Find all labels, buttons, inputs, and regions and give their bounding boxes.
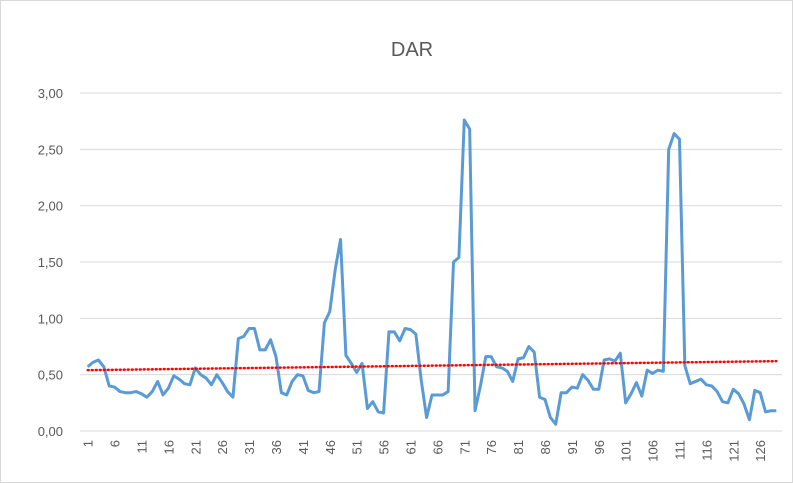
y-tick-label: 0,00 (38, 424, 63, 439)
chart-title: DAR (391, 39, 433, 61)
y-tick-label: 2,00 (38, 199, 63, 214)
y-tick-label: 1,00 (38, 311, 63, 326)
y-tick-label: 3,00 (38, 86, 63, 101)
x-tick-label: 51 (350, 440, 365, 454)
trendline (86, 359, 778, 372)
x-tick-label: 121 (726, 440, 741, 462)
x-tick-label: 91 (565, 440, 580, 454)
x-tick-label: 6 (108, 440, 123, 447)
y-tick-label: 1,50 (38, 255, 63, 270)
y-tick-label: 2,50 (38, 142, 63, 157)
data-line (86, 118, 777, 426)
x-tick-label: 76 (484, 440, 499, 454)
x-tick-label: 36 (269, 440, 284, 454)
x-tick-label: 71 (457, 440, 472, 454)
x-tick-label: 116 (699, 440, 714, 461)
x-tick-label: 11 (134, 440, 149, 454)
x-tick-label: 1 (81, 440, 96, 447)
x-tick-label: 96 (592, 440, 607, 454)
x-tick-label: 21 (188, 440, 203, 454)
x-tick-label: 111 (672, 440, 687, 460)
x-tick-label: 66 (430, 440, 445, 454)
x-tick-label: 86 (538, 440, 553, 454)
x-tick-label: 106 (646, 440, 661, 462)
x-tick-label: 81 (511, 440, 526, 454)
x-tick-label: 16 (161, 440, 176, 454)
y-tick-label: 0,50 (38, 368, 63, 383)
x-tick-label: 61 (403, 440, 418, 454)
x-tick-label: 46 (323, 440, 338, 454)
x-tick-label: 56 (377, 440, 392, 454)
x-tick-label: 31 (242, 440, 257, 454)
x-tick-label: 41 (296, 440, 311, 454)
x-tick-label: 101 (619, 440, 634, 462)
x-tick-label: 26 (215, 440, 230, 454)
x-tick-label: 126 (753, 440, 768, 462)
